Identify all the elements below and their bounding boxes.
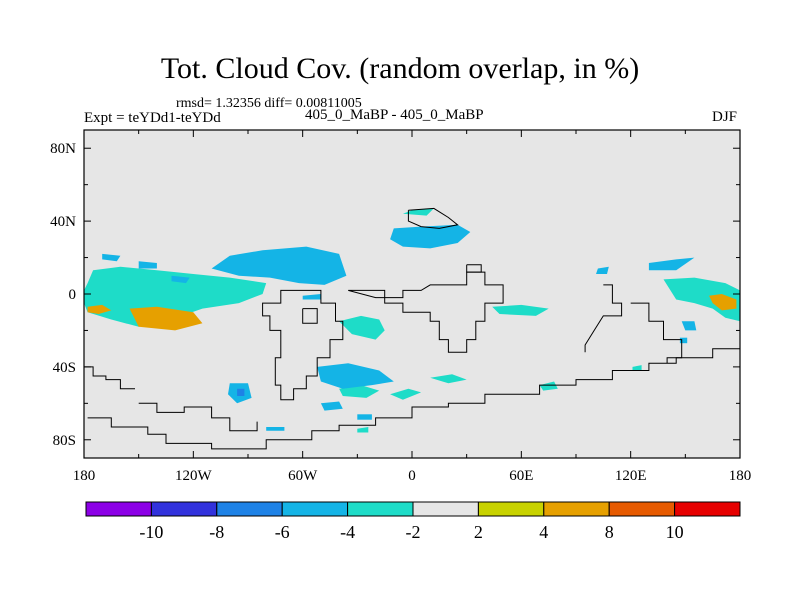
experiment-label: Expt = teYDd1-teYDd bbox=[84, 110, 221, 126]
contour-region-19 bbox=[171, 275, 190, 284]
colorbar-swatch-2 bbox=[216, 501, 283, 517]
contour-region-23 bbox=[648, 257, 695, 271]
coastline-7 bbox=[630, 302, 683, 364]
contour-region-1 bbox=[339, 315, 385, 340]
coastline-8 bbox=[466, 264, 482, 273]
contour-region-16 bbox=[317, 363, 394, 389]
contour-region-6 bbox=[539, 381, 558, 391]
x-tick-label-4: 60E bbox=[509, 468, 533, 484]
colorbar-label-6: 4 bbox=[539, 522, 548, 542]
coastline-0 bbox=[87, 348, 740, 450]
colorbar-swatch-1 bbox=[150, 501, 218, 517]
contour-region-4 bbox=[430, 374, 467, 384]
coastline-9 bbox=[407, 207, 459, 229]
coastline-4 bbox=[348, 271, 504, 353]
contour-region-28 bbox=[357, 414, 372, 420]
x-tick-label-1: 120W bbox=[175, 468, 213, 484]
contour-region-0 bbox=[84, 266, 267, 327]
colorbar-label-3: -4 bbox=[340, 522, 355, 542]
y-tick-label-2: 0 bbox=[69, 287, 77, 303]
x-tick-label-0: 180 bbox=[73, 468, 96, 484]
contour-region-25 bbox=[679, 337, 688, 344]
contour-region-5 bbox=[492, 304, 549, 316]
contour-region-17 bbox=[320, 401, 343, 411]
colorbar-swatch-5 bbox=[412, 501, 479, 517]
contour-region-10 bbox=[357, 427, 369, 433]
colorbar-swatch-3 bbox=[281, 501, 349, 517]
coastline-2 bbox=[138, 402, 258, 432]
x-tick-label-5: 120E bbox=[615, 468, 647, 484]
contour-region-8 bbox=[632, 365, 642, 371]
y-tick-label-3: 40S bbox=[53, 360, 76, 376]
colorbar-label-2: -6 bbox=[275, 522, 290, 542]
contour-region-24 bbox=[681, 321, 697, 331]
contour-region-26 bbox=[266, 427, 285, 431]
colorbar-label-5: 2 bbox=[474, 522, 483, 542]
contour-region-20 bbox=[102, 253, 121, 262]
y-tick-label-1: 40N bbox=[50, 214, 76, 230]
colorbar-swatch-4 bbox=[347, 501, 414, 517]
stats-line: rmsd= 1.32356 diff= 0.00811005 bbox=[176, 96, 362, 111]
colorbar: -10 -8 -6 -4 -2 2 4 8 10 bbox=[85, 501, 741, 542]
contour-region-2 bbox=[339, 385, 380, 398]
contour-region-29 bbox=[237, 388, 245, 396]
contour-region-13 bbox=[709, 294, 737, 311]
coastline-3 bbox=[262, 289, 344, 401]
colorbar-swatch-9 bbox=[674, 501, 741, 517]
contour-region-22 bbox=[596, 266, 609, 274]
comparison-label: 405_0_MaBP - 405_0_MaBP bbox=[305, 107, 484, 123]
coastline-5 bbox=[302, 308, 318, 324]
colorbar-label-8: 10 bbox=[666, 522, 684, 542]
y-tick-label-0: 80N bbox=[50, 141, 76, 157]
coastline-1 bbox=[84, 366, 135, 390]
contour-region-15 bbox=[390, 224, 471, 249]
contour-region-12 bbox=[87, 304, 112, 314]
x-tick-label-2: 60W bbox=[288, 468, 318, 484]
map-plot-area bbox=[84, 130, 740, 458]
map-axes: 180 120W 60W 0 60E 120E 180 80N 40N 0 40S 80S bbox=[50, 129, 752, 484]
colorbar-swatch-0 bbox=[85, 501, 152, 517]
contour-region-18 bbox=[138, 261, 157, 269]
contour-region-11 bbox=[129, 306, 203, 331]
x-tick-label-6: 180 bbox=[729, 468, 752, 484]
chart-title: Tot. Cloud Cov. (random overlap, in %) bbox=[160, 52, 640, 85]
season-label: DJF bbox=[712, 109, 738, 125]
contour-region-14 bbox=[211, 246, 347, 285]
x-tick-label-3: 0 bbox=[408, 468, 416, 484]
colorbar-label-7: 8 bbox=[605, 522, 614, 542]
colorbar-swatch-7 bbox=[543, 501, 610, 517]
colorbar-swatch-6 bbox=[477, 501, 545, 517]
contour-region-7 bbox=[663, 277, 740, 322]
colorbar-label-1: -8 bbox=[209, 522, 224, 542]
colorbar-swatch-8 bbox=[608, 501, 676, 517]
colorbar-label-0: -10 bbox=[139, 522, 163, 542]
colorbar-label-4: -2 bbox=[406, 522, 421, 542]
y-tick-label-4: 80S bbox=[53, 433, 76, 449]
contour-region-9 bbox=[402, 208, 434, 216]
contour-region-3 bbox=[390, 388, 422, 400]
contour-region-27 bbox=[302, 294, 321, 300]
coastline-6 bbox=[584, 284, 623, 353]
